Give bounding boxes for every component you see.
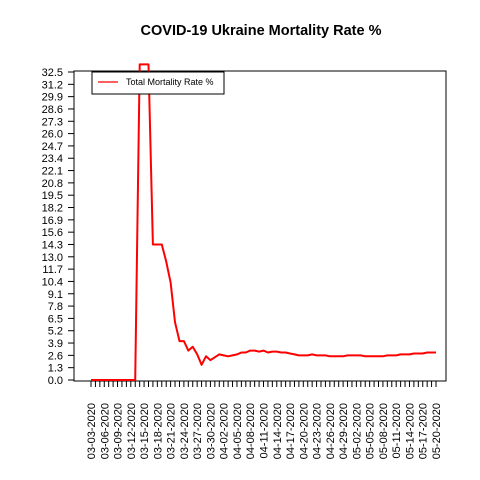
y-tick-label: 28.6 bbox=[42, 104, 63, 116]
x-tick-label: 04-29-2020 bbox=[338, 403, 350, 459]
y-tick-label: 16.9 bbox=[42, 215, 63, 227]
x-tick-label: 04-11-2020 bbox=[259, 403, 271, 458]
x-tick-label: 04-14-2020 bbox=[272, 403, 284, 459]
y-tick-label: 29.9 bbox=[42, 92, 63, 104]
y-tick-label: 24.7 bbox=[42, 141, 63, 153]
y-tick-label: 32.5 bbox=[42, 67, 63, 79]
y-tick-label: 18.2 bbox=[42, 203, 63, 215]
y-tick-label: 19.5 bbox=[42, 190, 63, 202]
y-tick-label: 20.8 bbox=[42, 178, 63, 190]
x-tick-label: 05-02-2020 bbox=[351, 403, 363, 459]
y-axis: 0.01.32.63.95.26.57.89.110.411.713.014.3… bbox=[42, 67, 74, 387]
y-tick-label: 6.5 bbox=[48, 313, 63, 325]
y-tick-label: 15.6 bbox=[42, 227, 63, 239]
x-tick-label: 03-27-2020 bbox=[192, 403, 204, 459]
x-tick-label: 03-30-2020 bbox=[205, 403, 217, 459]
y-tick-label: 9.1 bbox=[48, 289, 63, 301]
y-tick-label: 23.4 bbox=[42, 153, 63, 165]
y-tick-label: 22.1 bbox=[42, 166, 63, 178]
y-tick-label: 31.2 bbox=[42, 79, 63, 91]
x-tick-label: 03-12-2020 bbox=[126, 403, 138, 459]
x-tick-label: 04-26-2020 bbox=[325, 403, 337, 459]
legend: Total Mortality Rate % bbox=[91, 71, 225, 95]
y-tick-label: 14.3 bbox=[42, 239, 63, 251]
x-tick-label: 05-08-2020 bbox=[378, 403, 390, 459]
x-tick-label: 05-14-2020 bbox=[404, 403, 416, 459]
x-tick-label: 05-17-2020 bbox=[418, 403, 430, 459]
x-tick-label: 03-06-2020 bbox=[99, 403, 111, 459]
chart-title: COVID-19 Ukraine Mortality Rate % bbox=[141, 23, 382, 39]
x-tick-label: 03-18-2020 bbox=[152, 403, 164, 459]
x-tick-label: 04-08-2020 bbox=[245, 403, 257, 459]
legend-label-total-mortality-rate: Total Mortality Rate % bbox=[126, 77, 214, 87]
x-tick-label: 04-17-2020 bbox=[285, 403, 297, 459]
x-tick-label: 03-21-2020 bbox=[166, 403, 178, 459]
x-tick-label: 04-23-2020 bbox=[312, 403, 324, 459]
y-tick-label: 7.8 bbox=[48, 301, 63, 313]
x-tick-label: 04-20-2020 bbox=[298, 403, 310, 459]
y-tick-label: 27.3 bbox=[42, 116, 63, 128]
y-tick-label: 1.3 bbox=[48, 363, 63, 375]
x-axis: 03-03-2020 03-06-2020 03-09-2020 03-12-2020… bbox=[86, 381, 443, 459]
y-tick-label: 11.7 bbox=[42, 264, 63, 276]
y-tick-label: 3.9 bbox=[48, 338, 63, 350]
x-tick-label: 03-15-2020 bbox=[139, 403, 151, 459]
x-tick-label: 05-11-2020 bbox=[391, 403, 403, 458]
series-layer bbox=[91, 63, 436, 381]
y-tick-label: 2.6 bbox=[48, 350, 63, 362]
x-tick-label: 03-09-2020 bbox=[113, 403, 125, 459]
legend-box bbox=[91, 71, 225, 95]
y-tick-label: 13.0 bbox=[42, 252, 63, 264]
x-tick-label: 05-05-2020 bbox=[365, 403, 377, 459]
y-tick-label: 0.0 bbox=[48, 375, 63, 387]
y-tick-label: 5.2 bbox=[48, 326, 63, 338]
x-tick-label: 04-05-2020 bbox=[232, 403, 244, 459]
x-tick-label: 05-20-2020 bbox=[431, 403, 443, 459]
x-tick-label: 03-24-2020 bbox=[179, 403, 191, 459]
x-tick-label: 04-02-2020 bbox=[219, 403, 231, 459]
x-tick-label: 03-03-2020 bbox=[86, 403, 98, 459]
plot-frame bbox=[73, 70, 447, 382]
y-tick-label: 10.4 bbox=[42, 276, 63, 288]
y-tick-label: 26.0 bbox=[42, 129, 63, 141]
series-line-total-mortality-rate bbox=[91, 63, 436, 381]
